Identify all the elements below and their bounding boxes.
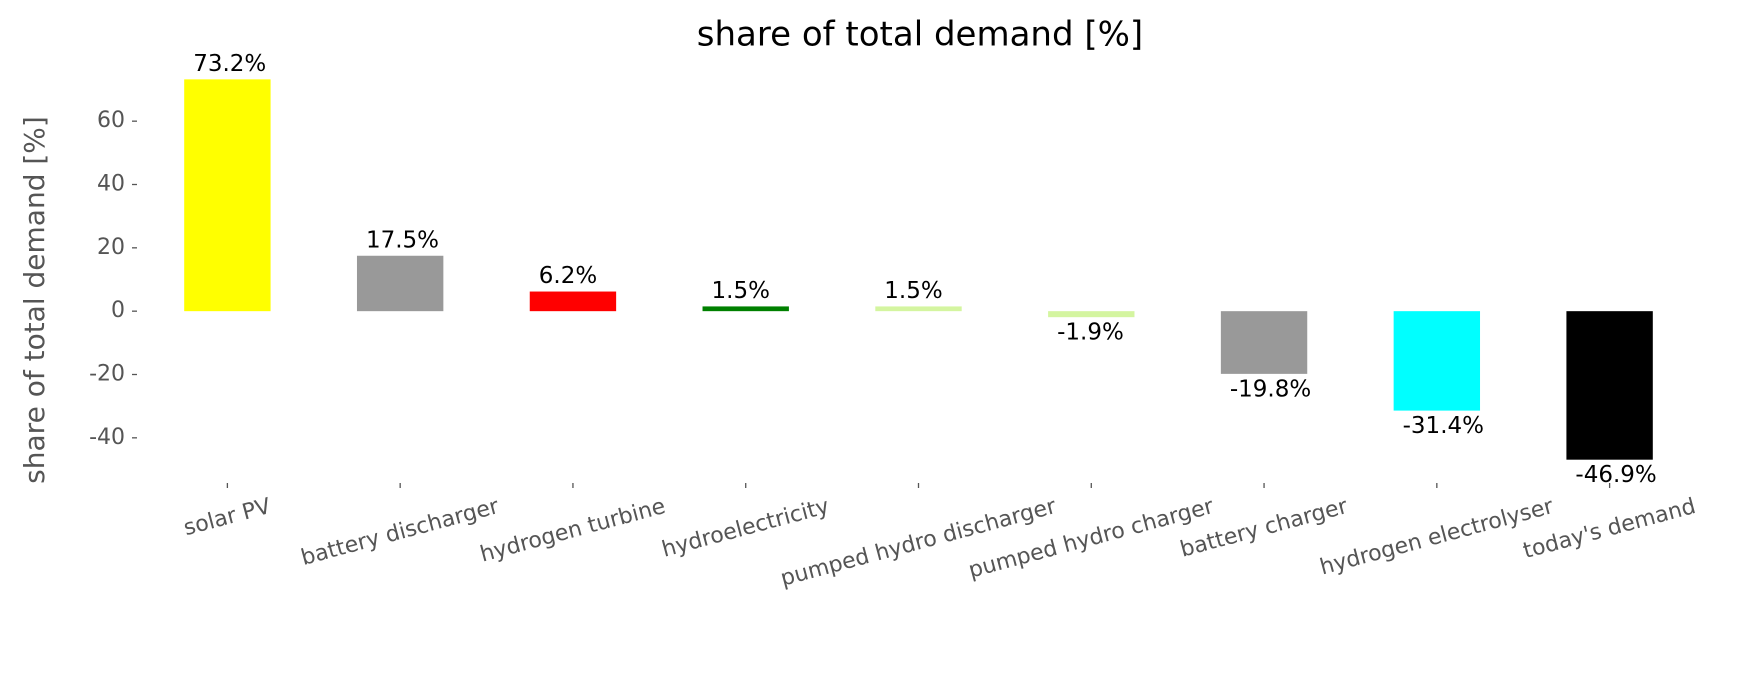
value-label: 17.5% (366, 227, 439, 253)
y-tick-label: 40 (97, 172, 125, 197)
y-tick-label: 0 (111, 298, 125, 323)
y-tick-label: -20 (89, 362, 125, 387)
y-axis-label: share of total demand [%] (18, 116, 51, 484)
value-label: 73.2% (193, 51, 266, 77)
x-tick-label: hydrogen turbine (478, 494, 669, 567)
value-label: 1.5% (712, 278, 770, 304)
bar (1048, 311, 1135, 318)
value-label: -19.8% (1230, 376, 1311, 402)
y-tick-label: 20 (97, 235, 125, 260)
x-tick-label: hydroelectricity (659, 494, 831, 563)
x-tick-label: battery discharger (298, 494, 502, 571)
bar (875, 306, 962, 312)
x-tick-label: solar PV (181, 494, 273, 541)
bar (1220, 311, 1308, 374)
y-tick-label: -40 (89, 425, 125, 450)
bar (1566, 311, 1653, 460)
y-tick-label: 60 (97, 108, 125, 133)
value-label: -31.4% (1403, 413, 1484, 439)
bar (702, 306, 789, 312)
value-label: -46.9% (1575, 462, 1656, 488)
bar (356, 255, 444, 312)
bar (1393, 311, 1481, 411)
bar (529, 291, 617, 312)
x-tick-label: hydrogen electrolyser (1317, 494, 1557, 581)
bar (184, 79, 271, 312)
value-label: 6.2% (539, 263, 597, 289)
value-label: 1.5% (884, 278, 942, 304)
value-label: -1.9% (1057, 320, 1124, 346)
chart-title: share of total demand [%] (697, 15, 1143, 55)
